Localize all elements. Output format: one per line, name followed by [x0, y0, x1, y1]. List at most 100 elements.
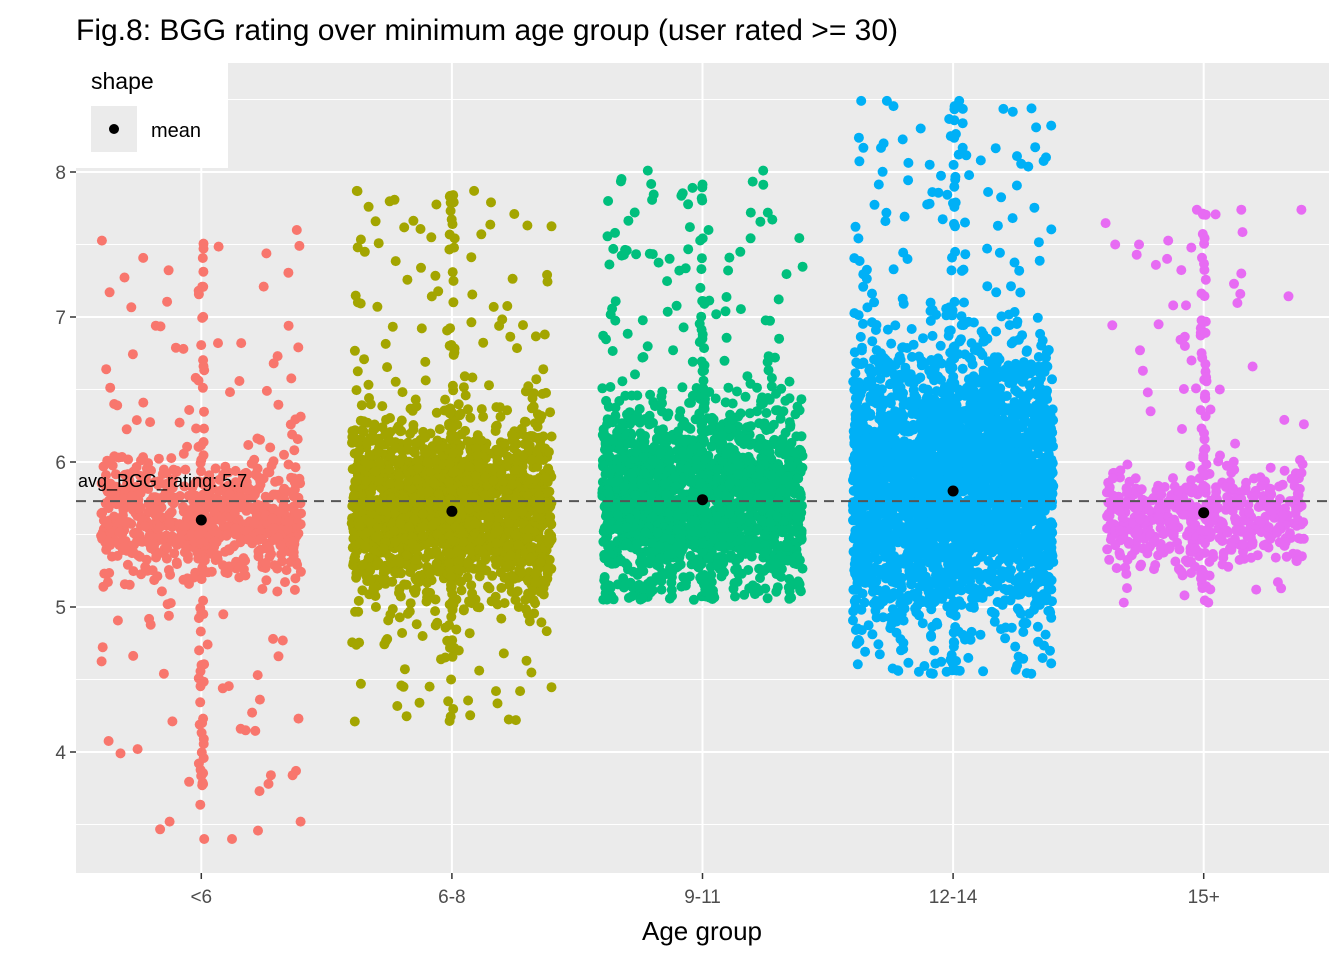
data-point [179, 481, 190, 492]
data-point [139, 521, 150, 532]
data-point [699, 570, 710, 580]
data-point [444, 408, 455, 419]
data-point [423, 486, 434, 497]
data-point [510, 530, 521, 541]
data-point [619, 481, 630, 492]
data-point [646, 179, 657, 189]
data-point [101, 470, 111, 480]
data-point [675, 559, 686, 570]
data-point [610, 402, 621, 413]
data-point [492, 698, 503, 709]
data-point [288, 473, 299, 484]
data-point [242, 469, 253, 480]
data-point [604, 259, 615, 270]
data-point [621, 538, 632, 549]
data-point [394, 471, 405, 482]
data-point [656, 584, 667, 595]
data-point [196, 466, 206, 477]
data-point [445, 323, 456, 334]
data-point [484, 512, 495, 523]
data-point [675, 406, 686, 417]
data-point [234, 572, 245, 583]
data-point [288, 551, 299, 562]
outlier-point [447, 267, 458, 278]
data-point [243, 440, 254, 450]
data-point [195, 626, 206, 637]
data-point [785, 420, 796, 431]
data-point [198, 779, 209, 789]
data-point [460, 390, 471, 401]
data-point [604, 451, 615, 462]
data-point [739, 589, 750, 600]
data-point [411, 619, 422, 630]
data-point [224, 545, 235, 556]
data-point [283, 267, 294, 278]
data-point [277, 556, 288, 567]
data-point [257, 584, 268, 594]
data-point [118, 516, 129, 527]
data-point [791, 431, 802, 442]
data-point [679, 436, 690, 447]
outlier-point [283, 320, 294, 331]
data-point [628, 566, 639, 577]
data-point [623, 215, 634, 226]
data-point [700, 454, 711, 465]
data-point [490, 426, 501, 436]
data-point [721, 332, 732, 343]
data-point [774, 445, 785, 455]
data-point [151, 550, 162, 561]
data-point [536, 617, 547, 628]
data-point [647, 455, 658, 466]
data-point [132, 744, 143, 755]
data-point [542, 533, 553, 544]
data-point [699, 506, 710, 517]
data-point [446, 340, 457, 350]
data-point [444, 620, 455, 631]
data-point [696, 558, 707, 569]
data-point [623, 592, 634, 603]
data-point [169, 548, 180, 559]
data-point [625, 513, 635, 524]
data-point [530, 598, 541, 609]
data-point [202, 639, 213, 650]
data-point [198, 479, 209, 490]
data-point [384, 196, 395, 207]
data-point [364, 449, 375, 460]
data-point [602, 594, 612, 605]
outlier-point [199, 834, 210, 844]
outlier-point [703, 225, 714, 235]
data-point [613, 464, 624, 474]
data-point [478, 411, 489, 422]
data-point [193, 375, 204, 386]
data-point [385, 413, 395, 423]
data-point [755, 464, 765, 475]
data-point [195, 799, 206, 810]
data-point [98, 515, 109, 526]
data-point [652, 527, 663, 538]
data-point [380, 506, 391, 517]
outlier-point [268, 633, 279, 644]
data-point [545, 407, 556, 418]
data-point [384, 464, 395, 475]
data-point [191, 423, 202, 434]
outlier-point [610, 227, 620, 238]
data-point [685, 476, 696, 487]
outlier-point [608, 243, 619, 254]
data-point [430, 594, 441, 605]
data-point [262, 467, 273, 478]
data-point [225, 387, 235, 398]
data-point [664, 593, 675, 604]
outlier-point [758, 165, 769, 176]
data-point [672, 541, 683, 552]
data-point [222, 568, 233, 579]
data-point [778, 474, 789, 485]
data-point [242, 534, 253, 545]
data-point [255, 434, 265, 445]
data-point [687, 182, 698, 193]
data-point [723, 382, 734, 393]
data-point [117, 452, 127, 462]
data-point [725, 552, 736, 563]
data-point [662, 276, 673, 287]
data-point [720, 306, 731, 317]
data-point [782, 538, 792, 549]
